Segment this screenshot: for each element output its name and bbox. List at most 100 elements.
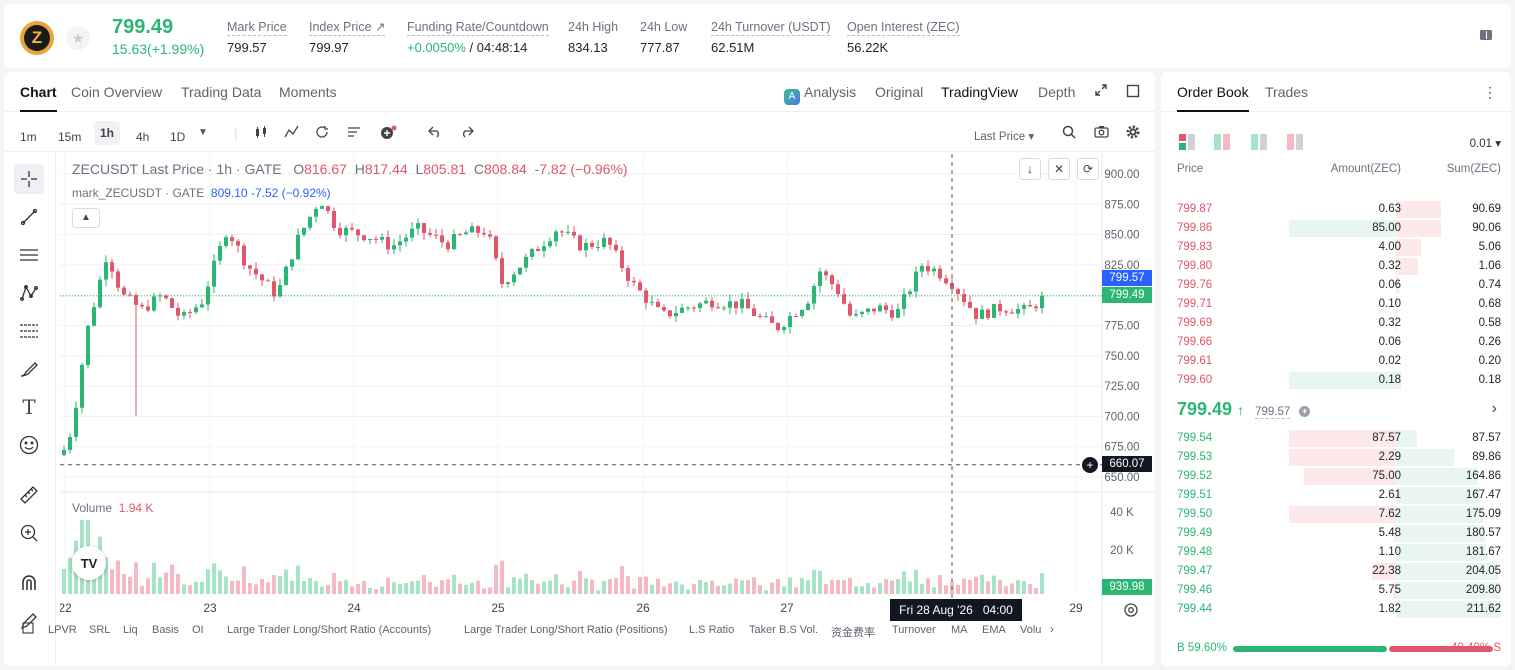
stat-index-price[interactable]: Index Price ↗ 799.97	[309, 20, 386, 55]
price-tick: 675.00	[1104, 442, 1139, 454]
candle-body	[812, 286, 816, 304]
fullscreen-icon[interactable]	[1126, 84, 1140, 101]
collapse-toolbar-icon[interactable]	[22, 622, 34, 637]
chart-settings-icon[interactable]	[1123, 602, 1139, 623]
pencil-lock-icon[interactable]	[14, 606, 44, 636]
camera-icon[interactable]	[1094, 125, 1109, 141]
add-alert-plus-icon[interactable]: +	[1082, 457, 1098, 473]
indicator-large-trader-positions[interactable]: Large Trader Long/Short Ratio (Positions…	[464, 624, 668, 636]
sync-icon[interactable]: ⟳	[1077, 158, 1099, 180]
indicator-large-trader-accounts[interactable]: Large Trader Long/Short Ratio (Accounts)	[227, 624, 432, 636]
tab-moments[interactable]: Moments	[279, 84, 337, 100]
view-bids-icon[interactable]	[1251, 134, 1267, 150]
tab-analysis[interactable]: A Analysis	[784, 84, 856, 105]
indicator-ma[interactable]: MA	[951, 624, 968, 636]
bid-row[interactable]: 799.50 7.62 175.09	[1161, 505, 1511, 524]
expand-icon[interactable]	[1094, 83, 1108, 100]
price-chart-canvas[interactable]: 900.00875.00850.00825.00800.00775.00750.…	[58, 154, 1155, 666]
favorite-star-icon[interactable]: ★	[66, 26, 90, 50]
indicator-scroll-right-icon[interactable]: ›	[1050, 622, 1054, 636]
tab-trades[interactable]: Trades	[1265, 84, 1309, 100]
fib-retracement-icon[interactable]	[14, 316, 44, 346]
indicator-liq[interactable]: Liq	[123, 624, 138, 636]
trend-line-icon[interactable]	[14, 202, 44, 232]
ask-row[interactable]: 799.80 0.32 1.06	[1161, 257, 1511, 276]
timeframe-1m[interactable]: 1m	[20, 130, 37, 144]
timeframe-1h[interactable]: 1h	[94, 121, 121, 145]
mark-info-icon[interactable]: +	[1299, 406, 1311, 417]
bid-row[interactable]: 799.47 22.38 204.05	[1161, 562, 1511, 581]
pattern-icon[interactable]	[14, 278, 44, 308]
ask-row[interactable]: 799.83 4.00 5.06	[1161, 238, 1511, 257]
ask-row[interactable]: 799.60 0.18 0.18	[1161, 371, 1511, 390]
ruler-icon[interactable]	[14, 480, 44, 510]
tab-coin-overview[interactable]: Coin Overview	[71, 84, 163, 100]
timeframe-15m[interactable]: 15m	[58, 130, 82, 144]
price-type-select[interactable]: Last Price ▾	[974, 131, 1035, 143]
undo-icon[interactable]	[428, 125, 442, 141]
bid-row[interactable]: 799.52 75.00 164.86	[1161, 467, 1511, 486]
bid-row[interactable]: 799.51 2.61 167.47	[1161, 486, 1511, 505]
ask-row[interactable]: 799.86 85.00 90.06	[1161, 219, 1511, 238]
ask-row[interactable]: 799.87 0.63 90.69	[1161, 200, 1511, 219]
indicator-lpvr[interactable]: LPVR	[48, 624, 77, 636]
ask-row[interactable]: 799.71 0.10 0.68	[1161, 295, 1511, 314]
add-alert-icon[interactable]	[380, 125, 398, 144]
zoom-in-icon[interactable]	[14, 518, 44, 548]
bid-row[interactable]: 799.48 1.10 181.67	[1161, 543, 1511, 562]
indicator-turnover[interactable]: Turnover	[892, 624, 936, 636]
indicator-funding-rate[interactable]: 资金费率	[831, 627, 875, 639]
text-tool-icon[interactable]: T	[22, 395, 36, 419]
indicators-icon[interactable]	[284, 125, 299, 142]
emoji-icon[interactable]	[14, 430, 44, 460]
search-icon[interactable]	[1062, 125, 1076, 142]
indicator-taker-bs-vol[interactable]: Taker B.S Vol.	[749, 624, 819, 636]
bid-row[interactable]: 799.44 1.82 211.62	[1161, 600, 1511, 619]
indicator-ls-ratio[interactable]: L.S Ratio	[689, 624, 735, 636]
crosshair-icon[interactable]	[14, 164, 44, 194]
templates-icon[interactable]	[347, 125, 361, 142]
candle-type-icon[interactable]	[254, 125, 268, 142]
indicator-oi[interactable]: OI	[192, 624, 204, 636]
candle-body	[122, 287, 126, 295]
brush-icon[interactable]	[14, 354, 44, 384]
view-both-alt-icon[interactable]	[1214, 134, 1230, 150]
more-options-icon[interactable]: ⋮	[1483, 84, 1497, 100]
settings-gear-icon[interactable]	[1126, 125, 1140, 142]
ask-row[interactable]: 799.66 0.06 0.26	[1161, 333, 1511, 352]
bid-row[interactable]: 799.53 2.29 89.86	[1161, 448, 1511, 467]
indicator-basis[interactable]: Basis	[152, 624, 179, 636]
ask-row[interactable]: 799.69 0.32 0.58	[1161, 314, 1511, 333]
collapse-legend-button[interactable]: ▲	[72, 208, 100, 228]
tab-order-book[interactable]: Order Book	[1177, 84, 1249, 112]
chevron-right-icon[interactable]: ›	[1491, 400, 1497, 417]
indicator-volume[interactable]: Volu	[1020, 624, 1042, 636]
tab-trading-data[interactable]: Trading Data	[181, 84, 262, 100]
tab-original[interactable]: Original	[875, 84, 924, 100]
view-asks-icon[interactable]	[1287, 134, 1303, 150]
view-both-icon[interactable]	[1179, 134, 1195, 150]
volume-bar	[536, 583, 540, 594]
guide-book-icon[interactable]	[1479, 28, 1495, 44]
bid-row[interactable]: 799.49 5.48 180.57	[1161, 524, 1511, 543]
ask-row[interactable]: 799.61 0.02 0.20	[1161, 352, 1511, 371]
scroll-down-icon[interactable]: ↓	[1019, 158, 1041, 180]
precision-select[interactable]: 0.01 ▾	[1469, 138, 1501, 150]
tab-chart[interactable]: Chart	[20, 84, 57, 112]
redo-icon[interactable]	[460, 125, 474, 141]
timeframe-4h[interactable]: 4h	[136, 130, 150, 144]
replay-icon[interactable]	[315, 125, 329, 142]
compress-icon[interactable]: ✕	[1048, 158, 1070, 180]
bid-row[interactable]: 799.46 5.75 209.80	[1161, 581, 1511, 600]
bid-row[interactable]: 799.54 87.57 87.57	[1161, 429, 1511, 448]
horizontal-lines-icon[interactable]	[14, 240, 44, 270]
timeframe-1d[interactable]: 1D	[170, 130, 186, 144]
indicator-srl[interactable]: SRL	[89, 624, 111, 636]
ask-row[interactable]: 799.76 0.06 0.74	[1161, 276, 1511, 295]
indicator-ema[interactable]: EMA	[982, 624, 1006, 636]
tab-tradingview[interactable]: TradingView	[941, 84, 1019, 100]
tab-depth[interactable]: Depth	[1038, 84, 1076, 100]
tradingview-logo[interactable]: TV	[72, 546, 106, 580]
magnet-icon[interactable]	[14, 568, 44, 598]
timeframe-dropdown-icon[interactable]: ▼	[198, 127, 208, 138]
